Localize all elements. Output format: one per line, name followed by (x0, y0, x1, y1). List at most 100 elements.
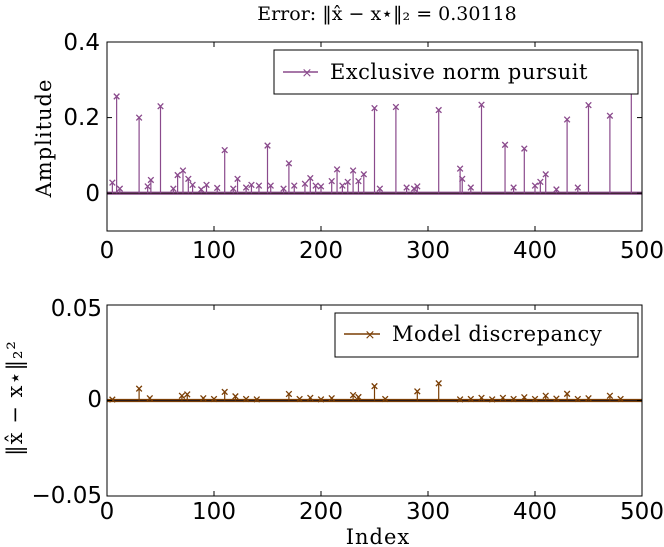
x-axis-label: Index (346, 525, 411, 547)
x-tick-label: 500 (620, 499, 664, 525)
stem-marker (109, 396, 116, 403)
stem-marker (307, 174, 314, 182)
stem-marker (435, 106, 442, 114)
stem-series (107, 84, 642, 195)
stem-marker (221, 388, 228, 396)
legend-box (334, 312, 639, 358)
stem-marker (213, 184, 221, 192)
stem-marker (200, 394, 207, 402)
stem-marker (456, 165, 464, 172)
stem-marker (113, 93, 120, 100)
chart-exclusive-norm-pursuit: Error: ‖x̂ − x⋆‖₂ = 0.30118 Amplitude 0 … (32, 3, 664, 264)
stem-marker (253, 396, 261, 403)
y-tick-labels: 0.05 0 −0.05 (32, 296, 102, 509)
legend-marker-icon: × (365, 328, 376, 343)
stem-marker (531, 395, 539, 403)
stem-marker (174, 171, 181, 179)
stem-marker (531, 182, 539, 189)
stem-marker (280, 185, 287, 192)
stem-marker (221, 146, 228, 154)
y-axis-label: Amplitude (32, 79, 56, 199)
stem-marker (264, 142, 271, 149)
stem-marker (183, 391, 191, 398)
x-tick-label: 100 (192, 238, 236, 264)
stem-marker (242, 395, 250, 403)
stem-marker (267, 182, 274, 189)
stem-marker (478, 394, 485, 402)
stem-marker (178, 392, 186, 399)
stem-marker (144, 183, 151, 190)
stem-marker (242, 184, 250, 191)
stem-marker (301, 180, 309, 188)
stem-marker (478, 101, 485, 109)
stem-marker (521, 393, 528, 401)
stem-marker (563, 116, 571, 123)
stem-marker (371, 382, 378, 390)
x-tick-label: 200 (299, 499, 343, 525)
legend-label: Model discrepancy (392, 322, 602, 346)
stem-marker (333, 166, 341, 173)
stem-marker (349, 167, 357, 174)
stem-marker (203, 181, 210, 189)
stem-marker (414, 183, 421, 190)
x-tick-label: 200 (299, 238, 343, 264)
stem-marker (230, 185, 237, 192)
stem-marker (328, 177, 335, 185)
stem-marker (563, 390, 571, 398)
stem-marker (328, 394, 335, 402)
stem-marker (574, 395, 582, 403)
legend-box (273, 49, 639, 95)
stem-marker (234, 175, 241, 183)
stem-marker (414, 388, 421, 395)
stem-marker (146, 394, 154, 402)
x-tick-label: 100 (192, 499, 236, 525)
stem-marker (290, 182, 298, 189)
stem-marker (135, 385, 143, 392)
stem-marker (312, 182, 319, 189)
stem-marker (285, 160, 293, 167)
stem-marker (255, 182, 263, 189)
x-tick-label: 500 (620, 238, 664, 264)
stem-marker (458, 175, 466, 183)
x-tick-label: 400 (513, 499, 557, 525)
stem-marker (349, 391, 357, 399)
x-tick-labels: 0 100 200 300 400 500 (100, 238, 664, 264)
y-tick-label: 0 (87, 387, 102, 413)
stem-marker (135, 114, 143, 121)
stem-marker (456, 396, 464, 403)
stem-marker (499, 394, 507, 402)
stem-marker (147, 176, 155, 184)
stem-marker (542, 392, 549, 399)
x-tick-label: 300 (406, 238, 450, 264)
stem-marker (307, 394, 314, 402)
stem-marker (606, 392, 614, 399)
stem-marker (553, 395, 560, 402)
x-tick-labels: 0 100 200 300 400 500 (100, 499, 664, 525)
stem-marker (521, 145, 528, 152)
stem-marker (355, 393, 362, 401)
axes-frame (106, 41, 643, 232)
stem-marker (403, 184, 410, 191)
stem-marker (376, 185, 384, 192)
y-tick-label: 0 (85, 181, 100, 207)
legend-label: Exclusive norm pursuit (330, 60, 588, 84)
stem-marker (248, 181, 255, 189)
x-tick-label: 0 (100, 499, 115, 525)
stem-marker (371, 104, 378, 112)
stem-marker (553, 186, 560, 193)
stem-marker (179, 167, 187, 174)
x-tick-label: 300 (406, 499, 450, 525)
y-tick-label: 0.4 (63, 30, 100, 56)
stem-series (107, 380, 642, 403)
axes-frame (106, 304, 643, 497)
stem-marker (510, 184, 517, 191)
stem-marker (585, 101, 592, 109)
legend: × Model discrepancy (334, 312, 639, 358)
stem-marker (339, 182, 346, 189)
stem-marker (285, 390, 293, 398)
stem-marker (537, 178, 544, 186)
stem-marker (617, 395, 624, 403)
chart-title: Error: ‖x̂ − x⋆‖₂ = 0.30118 (257, 3, 517, 25)
stem-marker (355, 177, 362, 185)
stem-marker (344, 178, 352, 186)
